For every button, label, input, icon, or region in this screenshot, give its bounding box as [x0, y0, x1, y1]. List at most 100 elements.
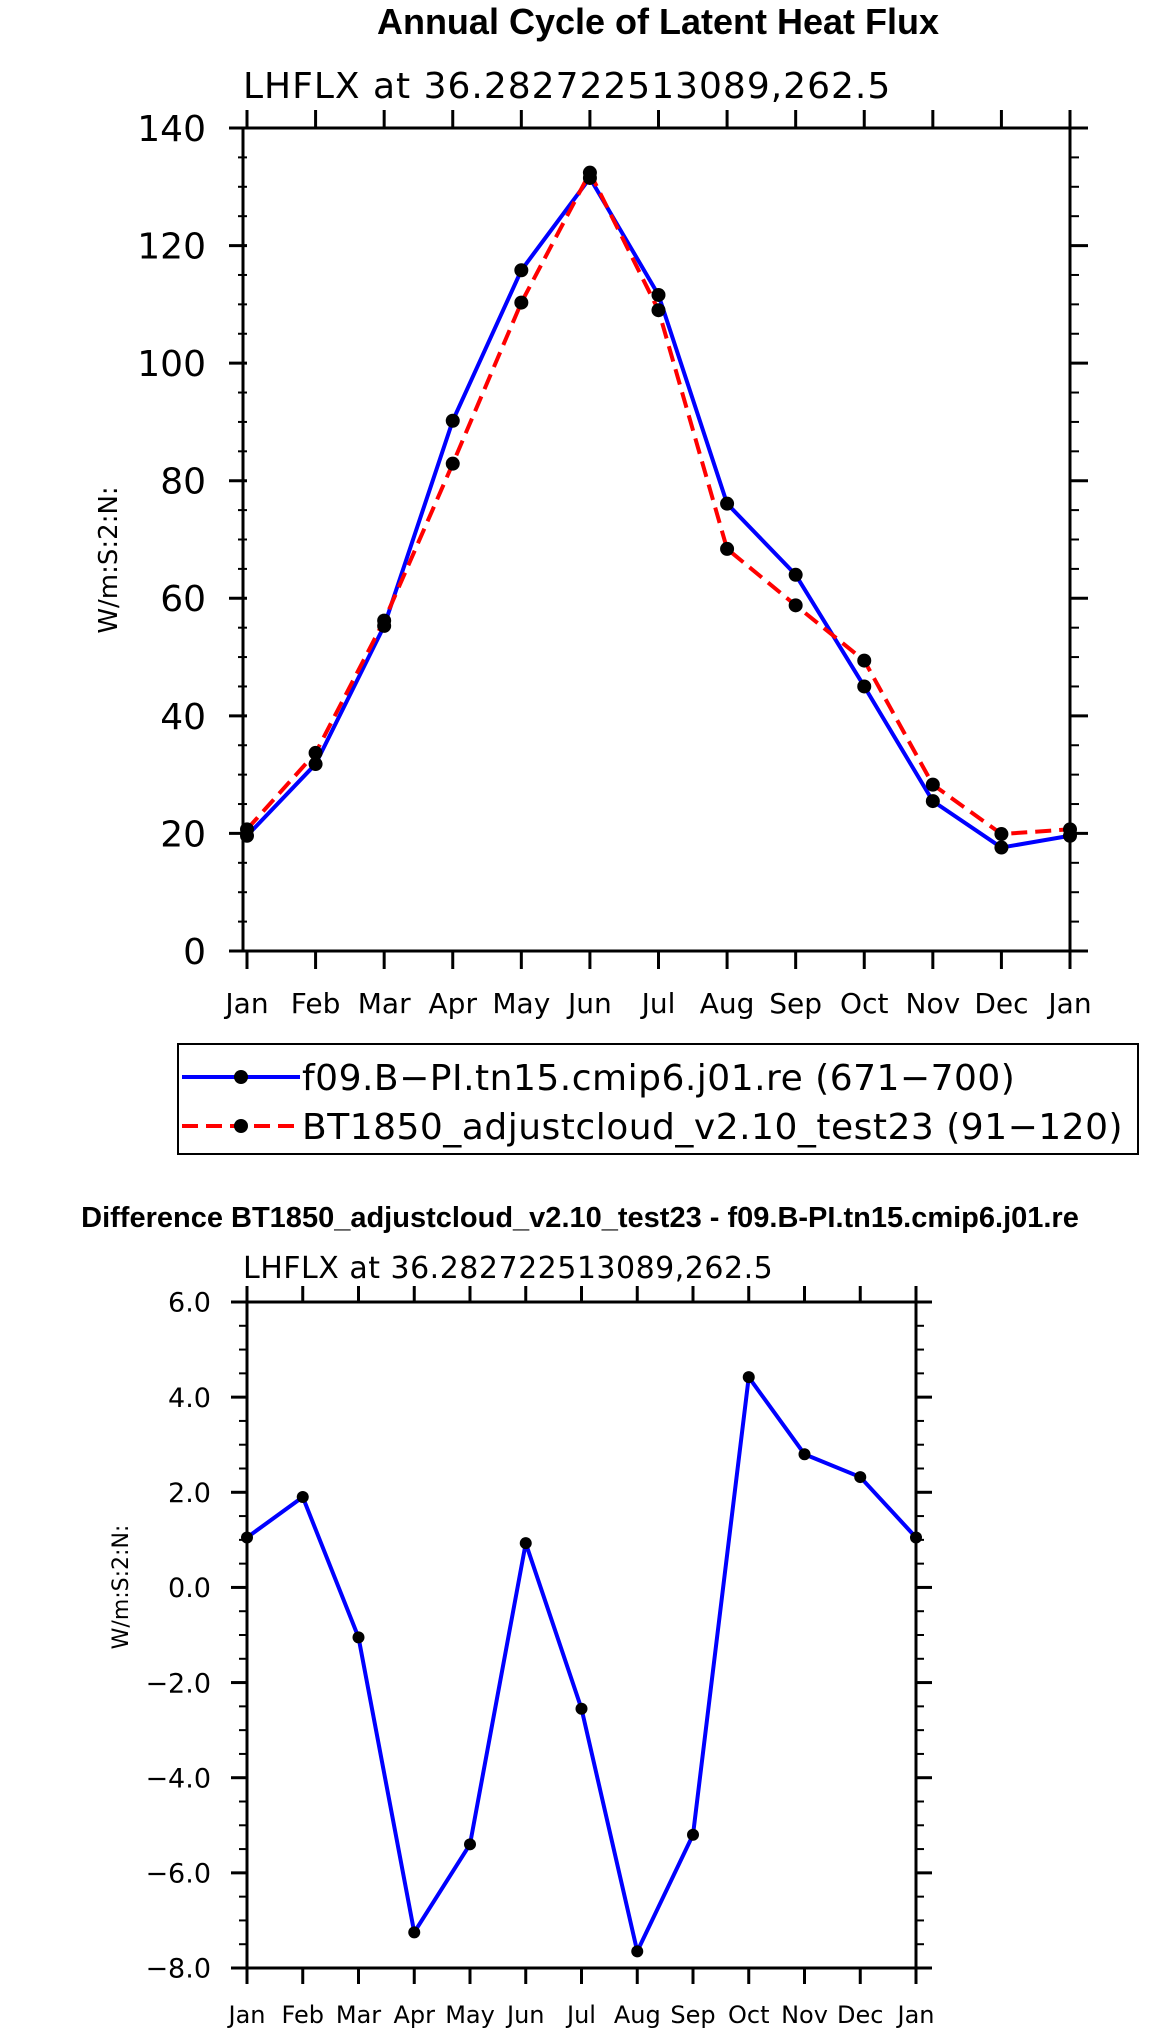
data-point: [857, 679, 872, 694]
x-tick-label: Jan: [1046, 987, 1091, 1020]
chart1-ticks: [229, 110, 1088, 969]
data-point: [720, 496, 735, 511]
chart1-series-lines: [245, 170, 1071, 850]
y-tick-label: −8.0: [145, 1954, 211, 1985]
y-tick-label: 0: [183, 932, 206, 973]
data-point: [582, 165, 597, 180]
x-tick-label: Aug: [700, 987, 755, 1020]
y-tick-label: −6.0: [145, 1859, 211, 1890]
chart1-y-axis-label: W/m:S:2:N:: [94, 486, 124, 633]
data-point: [788, 598, 803, 613]
data-point: [631, 1945, 644, 1958]
y-tick-label: 4.0: [168, 1383, 211, 1414]
data-point: [308, 757, 323, 772]
x-tick-label: Sep: [670, 2001, 715, 2029]
data-point: [687, 1828, 699, 1841]
legend-label-series-2: BT1850_adjustcloud_v2.10_test23 (91−120): [302, 1107, 1123, 1148]
series-line-2: [245, 170, 1071, 837]
data-point: [798, 1448, 811, 1461]
chart2-plot-frame: [245, 1300, 918, 1970]
y-tick-label: −2.0: [145, 1668, 211, 1699]
chart2-y-axis-label: W/m:S:2:N:: [109, 1525, 134, 1650]
data-point: [788, 567, 803, 582]
data-point: [464, 1838, 476, 1851]
data-point: [651, 303, 666, 318]
x-tick-label: Jun: [566, 987, 612, 1020]
x-tick-label: Feb: [291, 987, 341, 1020]
series-line-1: [245, 175, 1071, 850]
x-tick-label: Mar: [358, 987, 411, 1020]
x-tick-label: Sep: [769, 987, 822, 1020]
data-point: [445, 456, 460, 471]
x-tick-label: Nov: [781, 2001, 828, 2029]
x-tick-label: Jul: [640, 987, 676, 1020]
y-tick-label: 2.0: [168, 1478, 211, 1509]
legend-marker-series-2: [234, 1119, 248, 1133]
data-point: [352, 1631, 365, 1644]
x-tick-label: Oct: [728, 2001, 770, 2029]
data-point: [308, 745, 323, 760]
chart2-series-points: [241, 1371, 922, 1958]
chart2-title: Difference BT1850_adjustcloud_v2.10_test…: [81, 1202, 1079, 1234]
data-point: [857, 653, 872, 668]
difference-chart: Difference BT1850_adjustcloud_v2.10_test…: [81, 1202, 1079, 2029]
x-tick-label: Jan: [227, 2001, 266, 2029]
legend: f09.B−PI.tn15.cmip6.j01.re (671−700) BT1…: [177, 1043, 1139, 1155]
data-point: [377, 613, 392, 628]
x-tick-label: Aug: [614, 2001, 661, 2029]
x-tick-label: Oct: [840, 987, 888, 1020]
x-tick-label: Jul: [565, 2001, 596, 2029]
data-point: [514, 263, 529, 278]
annual-cycle-chart: Annual Cycle of Latent Heat Flux LHFLX a…: [94, 1, 1092, 1020]
data-point: [445, 413, 460, 428]
data-point: [514, 295, 529, 310]
data-point: [854, 1471, 867, 1484]
legend-marker-series-1: [234, 1070, 248, 1084]
chart2-tick-labels: Jan Feb Mar Apr May Jun Jul Aug Sep Oct Nov Dec Jan−…: [145, 1288, 934, 2029]
chart1-title: Annual Cycle of Latent Heat Flux: [377, 1, 939, 42]
chart2-series-lines: [245, 1375, 918, 1954]
x-tick-label: Dec: [837, 2001, 883, 2029]
x-tick-label: May: [492, 987, 550, 1020]
legend-label-series-1: f09.B−PI.tn15.cmip6.j01.re (671−700): [302, 1058, 1015, 1099]
data-point: [925, 794, 940, 809]
chart2-subtitle: LHFLX at 36.282722513089,262.5: [243, 1251, 773, 1286]
data-point: [720, 541, 735, 556]
data-point: [408, 1926, 421, 1939]
y-tick-label: −4.0: [145, 1763, 211, 1794]
y-tick-label: 120: [137, 227, 206, 268]
y-tick-label: 60: [160, 579, 206, 620]
x-tick-label: Nov: [906, 987, 961, 1020]
data-point: [296, 1491, 309, 1504]
data-point: [575, 1702, 588, 1715]
y-tick-label: 140: [137, 109, 206, 150]
x-tick-label: May: [445, 2001, 495, 2029]
x-tick-label: Apr: [429, 987, 478, 1020]
data-point: [651, 287, 666, 302]
data-point: [742, 1371, 755, 1384]
x-tick-label: Feb: [282, 2001, 325, 2029]
x-tick-label: Dec: [974, 987, 1028, 1020]
chart1-series-points: [240, 165, 1077, 855]
data-point: [925, 777, 940, 792]
data-point: [994, 827, 1009, 842]
data-point: [519, 1537, 532, 1550]
chart1-tick-labels: Jan Feb Mar Apr May Jun Jul Aug Sep Oct Nov Dec Jan 0…: [137, 109, 1091, 1020]
series-line-1: [245, 1375, 918, 1954]
chart2-ticks: [231, 1286, 932, 1984]
legend-box: [177, 1043, 1139, 1155]
data-point: [994, 840, 1009, 855]
y-tick-label: 40: [160, 697, 206, 738]
y-tick-label: 6.0: [168, 1288, 211, 1319]
x-tick-label: Jan: [896, 2001, 935, 2029]
x-tick-label: Apr: [393, 2001, 435, 2029]
y-tick-label: 0.0: [168, 1573, 211, 1604]
x-tick-label: Mar: [336, 2001, 381, 2029]
y-tick-label: 100: [137, 344, 206, 385]
x-tick-label: Jan: [223, 987, 268, 1020]
chart1-plot-frame: [241, 126, 1072, 953]
y-tick-label: 20: [160, 814, 206, 855]
chart1-subtitle: LHFLX at 36.282722513089,262.5: [243, 66, 891, 107]
y-tick-label: 80: [160, 462, 206, 503]
